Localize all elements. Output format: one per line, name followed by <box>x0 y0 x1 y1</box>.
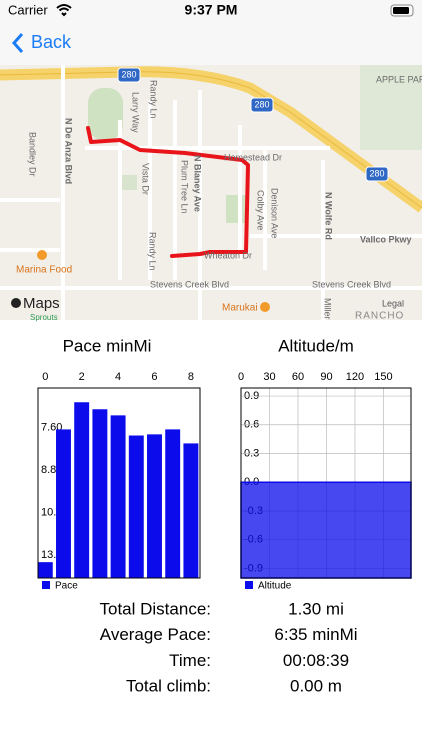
map-label: N Wolfe Rd <box>324 192 334 240</box>
map-label: 280 <box>369 168 384 178</box>
wifi-icon <box>56 4 72 17</box>
stat-value: 0.00 m <box>290 677 342 696</box>
map-label: Larry Way <box>131 92 141 133</box>
x-tick-label: 0 <box>42 371 48 383</box>
bar <box>147 434 162 578</box>
map-label: Vista Dr <box>141 163 151 195</box>
park <box>360 65 422 150</box>
legend-swatch <box>245 581 253 589</box>
map-label: Marukai <box>222 303 258 314</box>
bar <box>92 409 108 578</box>
bar <box>37 562 53 578</box>
map-label: Bandley Dr <box>28 132 38 177</box>
map-label: Denison Ave <box>270 188 280 238</box>
x-tick-label: 4 <box>115 371 121 383</box>
plot-frame <box>37 387 201 579</box>
streets <box>0 65 422 320</box>
back-button[interactable]: Back <box>31 32 72 52</box>
legend-label: Altitude <box>258 581 292 592</box>
battery <box>390 4 414 17</box>
route <box>86 126 250 258</box>
shield <box>365 166 389 182</box>
x-tick-label: 90 <box>320 371 332 383</box>
map[interactable]: 280 280 280 APPLE PAR N De Anza Blvd Ban… <box>0 65 422 322</box>
chart-title: Pace minMi <box>63 336 152 355</box>
map-label: 280 <box>254 99 269 109</box>
map-label: Vallco Pkwy <box>360 234 412 244</box>
map-label: Miller <box>323 298 333 320</box>
legend-swatch <box>42 581 50 589</box>
bar <box>128 435 144 578</box>
legend-label: Pace <box>55 581 78 592</box>
poi-icon <box>260 302 270 312</box>
x-tick-label: 120 <box>346 371 364 383</box>
map-bg <box>0 65 422 320</box>
stat-value: 00:08:39 <box>283 651 349 670</box>
map-label: Stevens Creek Blvd <box>150 279 229 289</box>
clock: 9:37 PM <box>185 2 238 18</box>
bar <box>56 429 71 578</box>
map-label: Wheaton Dr <box>204 250 252 260</box>
map-label: Sprouts <box>30 313 58 322</box>
x-tick-label: 2 <box>79 371 85 383</box>
x-tick-label: 60 <box>292 371 304 383</box>
map-label: Legal <box>382 298 404 308</box>
map-label: Colby Ave <box>256 190 266 230</box>
map-label: Stevens Creek Blvd <box>312 279 391 289</box>
park <box>88 88 123 140</box>
maps-brand: Maps <box>23 295 60 312</box>
battery-level <box>393 7 409 14</box>
bar <box>183 443 199 578</box>
map-label: N De Anza Blvd <box>64 118 74 184</box>
stat-value: 6:35 minMi <box>274 625 357 644</box>
poi-icon <box>37 250 47 260</box>
x-tick-label: 0 <box>238 371 244 383</box>
map-label: 280 <box>121 69 136 79</box>
bar <box>74 402 90 578</box>
apple-logo <box>11 298 21 308</box>
map-label: Randy Ln <box>148 232 158 271</box>
map-label: Marina Food <box>16 265 72 276</box>
stat-label: Total Distance: <box>100 599 212 618</box>
stat-label: Time: <box>169 651 211 670</box>
map-label: Homestead Dr <box>224 152 282 162</box>
carrier: Carrier <box>8 2 48 17</box>
map-label: APPLE PAR <box>376 74 422 84</box>
map-label: RANCHO <box>355 311 404 322</box>
shield <box>117 67 141 83</box>
stat-label: Average Pace: <box>100 625 211 644</box>
area <box>240 481 412 579</box>
back-chevron[interactable] <box>11 33 24 53</box>
map-label: Randy Ln <box>149 80 159 119</box>
top-bar <box>0 0 422 65</box>
map-label: N Blaney Ave <box>193 155 203 212</box>
x-tick-label: 30 <box>263 371 275 383</box>
bar <box>110 415 126 578</box>
x-tick-label: 150 <box>374 371 392 383</box>
park <box>226 195 246 223</box>
plot-frame <box>240 387 412 579</box>
x-tick-label: 6 <box>151 371 157 383</box>
park <box>122 175 137 190</box>
map-label: Plum Tree Ln <box>180 160 190 214</box>
chart-title: Altitude/m <box>278 336 354 355</box>
shield <box>250 97 274 113</box>
x-tick-label: 8 <box>188 371 194 383</box>
stat-label: Total climb: <box>126 677 211 696</box>
bar <box>165 429 181 578</box>
stat-value: 1.30 mi <box>288 599 344 618</box>
